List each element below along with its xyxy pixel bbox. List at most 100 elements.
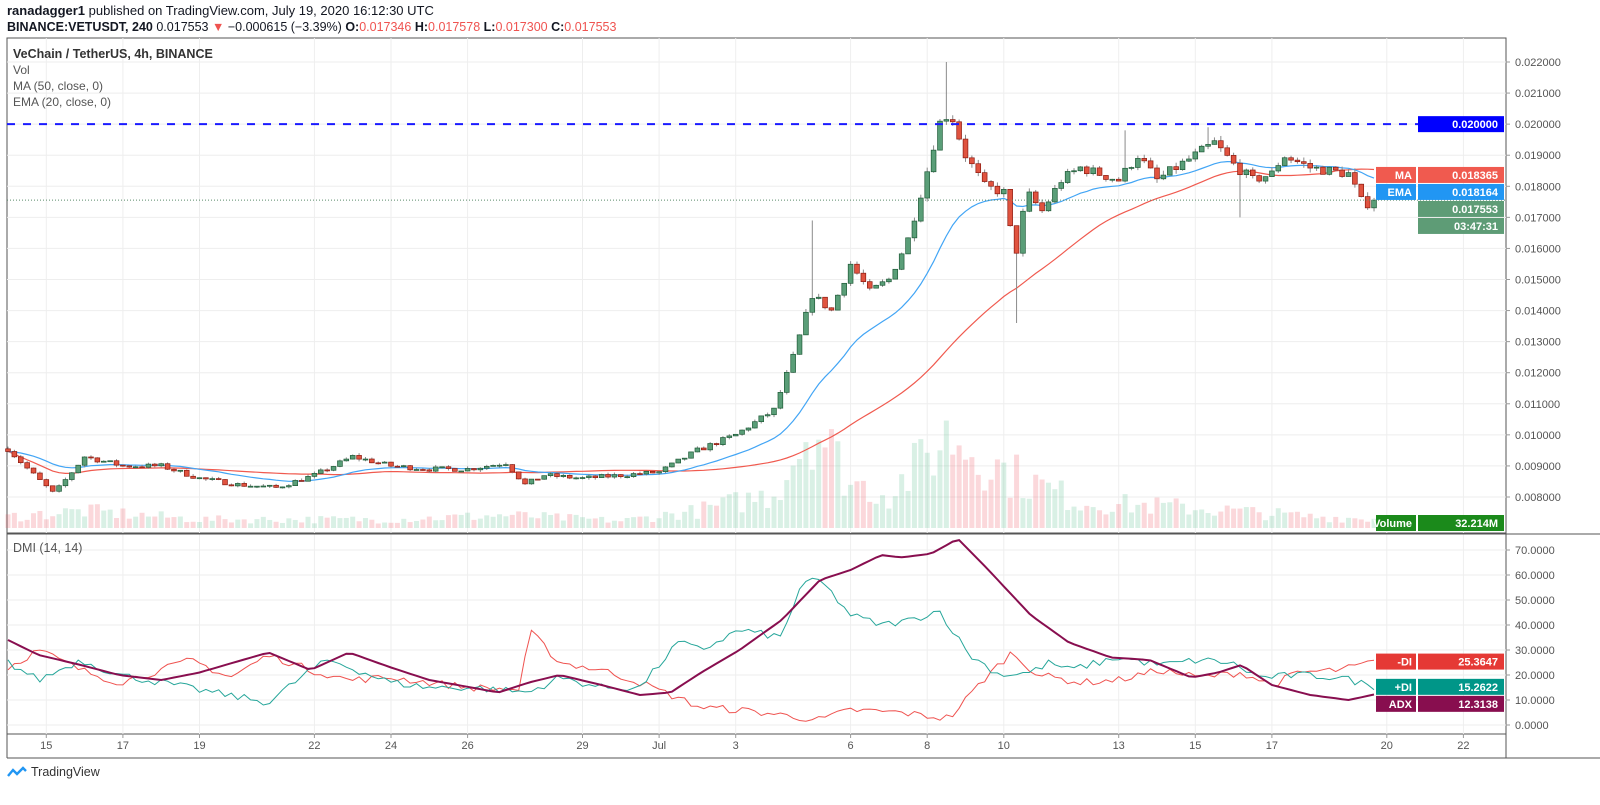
candle: [305, 474, 311, 482]
candle-body: [752, 421, 758, 429]
volume-bar: [1077, 510, 1083, 528]
author-name[interactable]: ranadagger1: [7, 3, 86, 18]
volume-bar: [299, 522, 305, 528]
candle: [541, 475, 547, 480]
candle-body: [394, 465, 401, 468]
legend-dmi[interactable]: DMI (14, 14): [13, 541, 83, 555]
candle-body: [94, 457, 101, 463]
candle-body: [1154, 167, 1160, 180]
open-label: O:: [345, 20, 360, 34]
candle: [1332, 166, 1339, 172]
candle-body: [560, 474, 567, 477]
candle-body: [1320, 166, 1326, 175]
volume-bar: [848, 484, 854, 528]
volume-bar: [1039, 479, 1045, 528]
volume-bar: [963, 459, 968, 528]
volume-bar: [1186, 514, 1192, 528]
volume-bar: [82, 516, 88, 528]
candles: [5, 62, 1377, 493]
candle-body: [203, 477, 209, 480]
candle-body: [656, 471, 662, 474]
candle-body: [81, 456, 88, 466]
candle-body: [726, 435, 733, 438]
candle: [1045, 199, 1052, 212]
volume-bar: [880, 495, 886, 528]
candle-body: [24, 462, 30, 469]
candle: [18, 455, 24, 465]
candle-body: [107, 460, 113, 463]
legend-vol[interactable]: Vol: [13, 63, 30, 77]
candle: [701, 446, 707, 451]
volume-bar: [382, 522, 388, 528]
candle-body: [541, 475, 547, 480]
minus-di-tag-label: -DI: [1397, 657, 1412, 669]
candle: [266, 484, 273, 489]
volume-bar: [956, 445, 962, 528]
candle: [662, 466, 669, 474]
candle: [694, 446, 701, 453]
candle-body: [1237, 162, 1243, 176]
candle: [107, 460, 113, 463]
candle-body: [426, 469, 433, 472]
candle-body: [937, 120, 943, 151]
volume-bar: [1294, 511, 1300, 528]
volume-bar: [414, 521, 420, 528]
volume-bar: [331, 516, 337, 528]
candle-body: [1179, 160, 1186, 170]
candle-body: [598, 474, 605, 478]
candle-body: [464, 468, 471, 472]
candle: [611, 472, 618, 479]
candle: [835, 294, 841, 311]
volume-bar: [611, 520, 617, 528]
candle: [88, 455, 94, 460]
candle: [1326, 166, 1333, 176]
candle-body: [273, 484, 279, 488]
candle: [426, 468, 433, 473]
volume-bar: [1263, 520, 1269, 528]
volume-bar: [433, 520, 439, 528]
candle: [886, 277, 892, 284]
candle: [771, 407, 777, 418]
volume-bar: [701, 501, 707, 528]
candle-body: [260, 485, 267, 488]
candle-body: [286, 485, 292, 488]
candle-body: [1364, 196, 1371, 209]
candle: [1064, 168, 1071, 184]
legend-ma[interactable]: MA (50, close, 0): [13, 79, 104, 93]
tradingview-logo[interactable]: TradingView: [7, 765, 100, 779]
volume-bar: [458, 514, 464, 528]
candle-body: [401, 465, 407, 468]
last-price-tag-bg: [1418, 200, 1504, 217]
candle: [298, 478, 305, 482]
candle-body: [484, 465, 490, 469]
candle-body: [1358, 183, 1365, 197]
volume-bar: [662, 511, 668, 528]
candle: [618, 474, 624, 479]
candle: [1313, 165, 1320, 171]
candle-body: [1109, 178, 1116, 181]
volume-bar: [1192, 510, 1198, 528]
candle-body: [1211, 140, 1218, 145]
candle-body: [292, 480, 299, 486]
x-tick-label: 20: [1381, 740, 1393, 752]
volume-bar: [445, 515, 451, 528]
candle-body: [432, 466, 439, 472]
candle: [362, 457, 369, 462]
x-tick-label: 22: [1457, 740, 1469, 752]
volume-bar: [650, 522, 656, 528]
legend-ema[interactable]: EMA (20, close, 0): [13, 95, 112, 109]
dmi-axis-label: 60.0000: [1515, 570, 1555, 582]
candle: [152, 462, 158, 468]
candle-body: [1332, 166, 1339, 171]
candle: [11, 449, 18, 459]
candle-body: [528, 478, 535, 485]
minus-di-tag-label-bg: [1376, 653, 1416, 670]
volume-bar: [720, 497, 726, 528]
candle-body: [649, 470, 656, 474]
candle-body: [171, 468, 177, 472]
volume-bar: [120, 508, 126, 528]
candle-body: [835, 294, 841, 311]
volume-bar: [950, 454, 956, 528]
candle-body: [49, 485, 56, 492]
